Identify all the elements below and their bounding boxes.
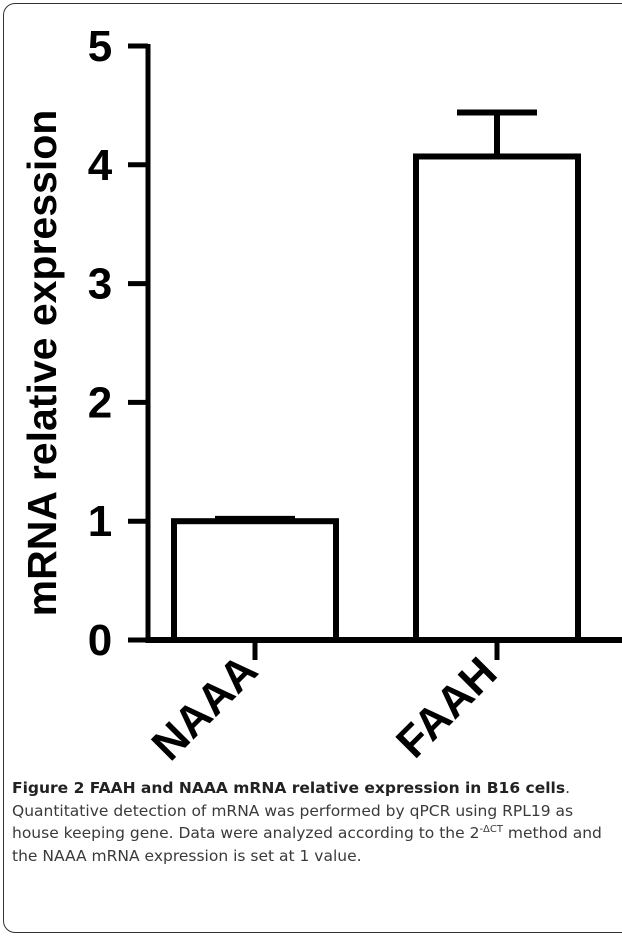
y-tick-label: 1 <box>88 497 112 546</box>
y-tick-label: 2 <box>88 378 112 427</box>
x-tick-label-faah: FAAH <box>387 648 506 767</box>
caption-text-end: method and the NAAA mRNA expression is s… <box>12 824 602 865</box>
caption-superscript: -ΔCT <box>479 823 503 835</box>
x-tick-label-naaa: NAAA <box>142 645 267 770</box>
y-tick-label: 3 <box>88 260 112 309</box>
bar-chart: 0 1 2 3 4 5 NAAA FAAH mRNA relative expression <box>19 22 622 770</box>
bar-naaa <box>171 518 339 644</box>
bar-faah <box>413 153 581 643</box>
y-tick-label: 4 <box>88 141 113 190</box>
figure-caption: Figure 2 FAAH and NAAA mRNA relative exp… <box>12 777 616 867</box>
y-tick-label: 0 <box>88 616 112 665</box>
caption-label: Figure 2 FAAH and NAAA mRNA relative exp… <box>12 779 566 797</box>
y-axis-label: mRNA relative expression <box>19 110 65 617</box>
y-ticks: 0 1 2 3 4 5 <box>88 22 148 665</box>
caption-text: . Quantitative detection of mRNA was per… <box>12 779 574 842</box>
figure-frame <box>3 3 622 933</box>
bars <box>171 109 581 644</box>
y-tick-label: 5 <box>88 22 112 71</box>
x-ticks: NAAA FAAH <box>142 640 506 770</box>
